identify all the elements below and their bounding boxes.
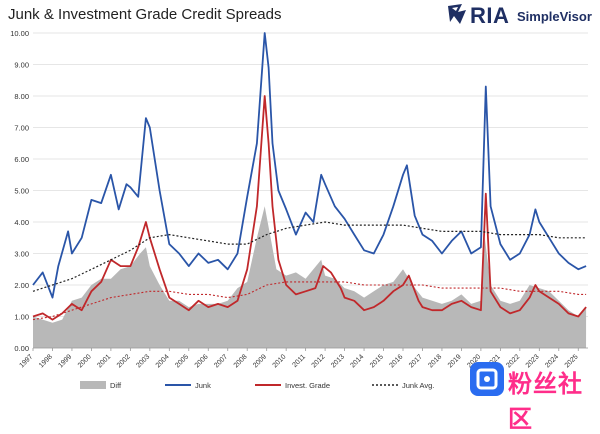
- x-tick-label: 2004: [155, 353, 171, 369]
- x-tick-label: 2007: [213, 353, 229, 369]
- series-junk-avg-line: [32, 221, 587, 292]
- x-tick-label: 2015: [369, 353, 385, 369]
- x-tick-label: 2017: [408, 353, 424, 369]
- x-tick-label: 2008: [233, 353, 249, 369]
- x-tick-label: 2016: [388, 353, 404, 369]
- y-tick-label: 8.00: [14, 92, 29, 101]
- logo-product: SimpleVisor: [517, 9, 592, 24]
- series-ig-avg-line: [32, 281, 587, 321]
- x-tick-label: 1997: [18, 353, 34, 369]
- x-tick-label: 2002: [116, 353, 132, 369]
- y-tick-label: 4.00: [14, 218, 29, 227]
- x-tick-label: 2003: [135, 353, 151, 369]
- legend-junk-label: Junk: [195, 381, 211, 390]
- y-tick-label: 6.00: [14, 155, 29, 164]
- x-tick-label: 2001: [96, 353, 112, 369]
- x-tick-label: 2018: [427, 353, 443, 369]
- credit-spreads-chart: 0.00 1.00 2.00 3.00 4.00 5.00 6.00 7.00 8.00 9.00…: [10, 29, 588, 390]
- y-tick-label: 3.00: [14, 250, 29, 259]
- ria-logo-icon: [448, 4, 466, 24]
- series-diff-area: [33, 206, 587, 348]
- x-tick-label: 2000: [77, 353, 93, 369]
- series-invest-grade-line: [32, 95, 587, 321]
- x-tick-label: 2005: [174, 353, 190, 369]
- x-tick-label: 2012: [311, 353, 327, 369]
- chart-title: Junk & Investment Grade Credit Spreads: [8, 6, 282, 23]
- y-tick-label: 10.00: [10, 29, 29, 38]
- x-tick-label: 2006: [194, 353, 210, 369]
- watermark-badge-icon: [470, 362, 504, 396]
- legend-junk-avg-label: Junk Avg.: [402, 381, 434, 390]
- x-tick-label: 2010: [272, 353, 288, 369]
- watermark: 粉丝社区: [470, 362, 600, 433]
- y-tick-label: 7.00: [14, 124, 29, 133]
- y-tick-label: 9.00: [14, 61, 29, 70]
- y-tick-label: 0.00: [14, 344, 29, 353]
- y-tick-label: 2.00: [14, 281, 29, 290]
- y-tick-label: 1.00: [14, 313, 29, 322]
- legend-diff-swatch: [80, 381, 106, 389]
- legend-invest-grade-label: Invest. Grade: [285, 381, 330, 390]
- x-tick-label: 2014: [350, 353, 366, 369]
- y-tick-label: 5.00: [14, 187, 29, 196]
- x-tick-label: 2013: [330, 353, 346, 369]
- logo-brand: RIA: [470, 3, 510, 28]
- watermark-text: 粉丝社区: [508, 371, 583, 433]
- x-tick-label: 1999: [57, 353, 73, 369]
- legend-diff-label: Diff: [110, 381, 122, 390]
- x-tick-label: 2011: [291, 353, 307, 369]
- series-junk-line: [32, 32, 587, 299]
- x-tick-label: 1998: [38, 353, 54, 369]
- x-tick-label: 2019: [447, 353, 463, 369]
- x-tick-label: 2009: [252, 353, 268, 369]
